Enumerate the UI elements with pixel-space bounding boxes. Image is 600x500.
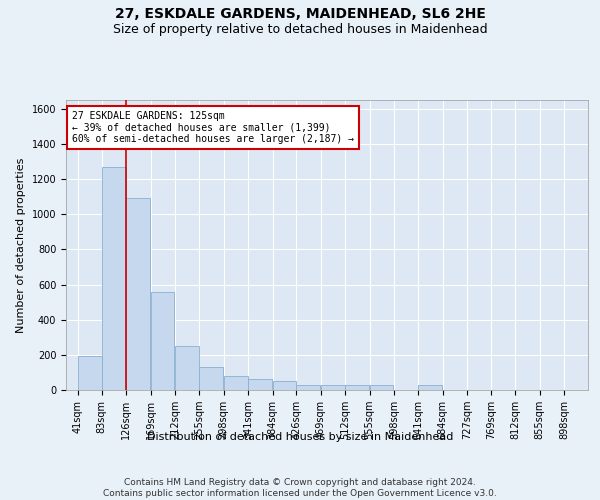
Bar	[248, 380, 272, 390]
Text: 27, ESKDALE GARDENS, MAIDENHEAD, SL6 2HE: 27, ESKDALE GARDENS, MAIDENHEAD, SL6 2HE	[115, 8, 485, 22]
Bar	[224, 376, 248, 390]
Text: Contains HM Land Registry data © Crown copyright and database right 2024.
Contai: Contains HM Land Registry data © Crown c…	[103, 478, 497, 498]
Y-axis label: Number of detached properties: Number of detached properties	[16, 158, 26, 332]
Bar	[126, 198, 150, 390]
Bar	[321, 385, 344, 390]
Bar	[102, 167, 125, 390]
Bar	[199, 367, 223, 390]
Text: Size of property relative to detached houses in Maidenhead: Size of property relative to detached ho…	[113, 22, 487, 36]
Bar	[418, 385, 442, 390]
Bar	[78, 356, 102, 390]
Text: 27 ESKDALE GARDENS: 125sqm
← 39% of detached houses are smaller (1,399)
60% of s: 27 ESKDALE GARDENS: 125sqm ← 39% of deta…	[71, 110, 353, 144]
Bar	[175, 346, 199, 390]
Bar	[272, 381, 296, 390]
Bar	[345, 385, 369, 390]
Text: Distribution of detached houses by size in Maidenhead: Distribution of detached houses by size …	[147, 432, 453, 442]
Bar	[296, 384, 320, 390]
Bar	[151, 292, 175, 390]
Bar	[370, 385, 394, 390]
